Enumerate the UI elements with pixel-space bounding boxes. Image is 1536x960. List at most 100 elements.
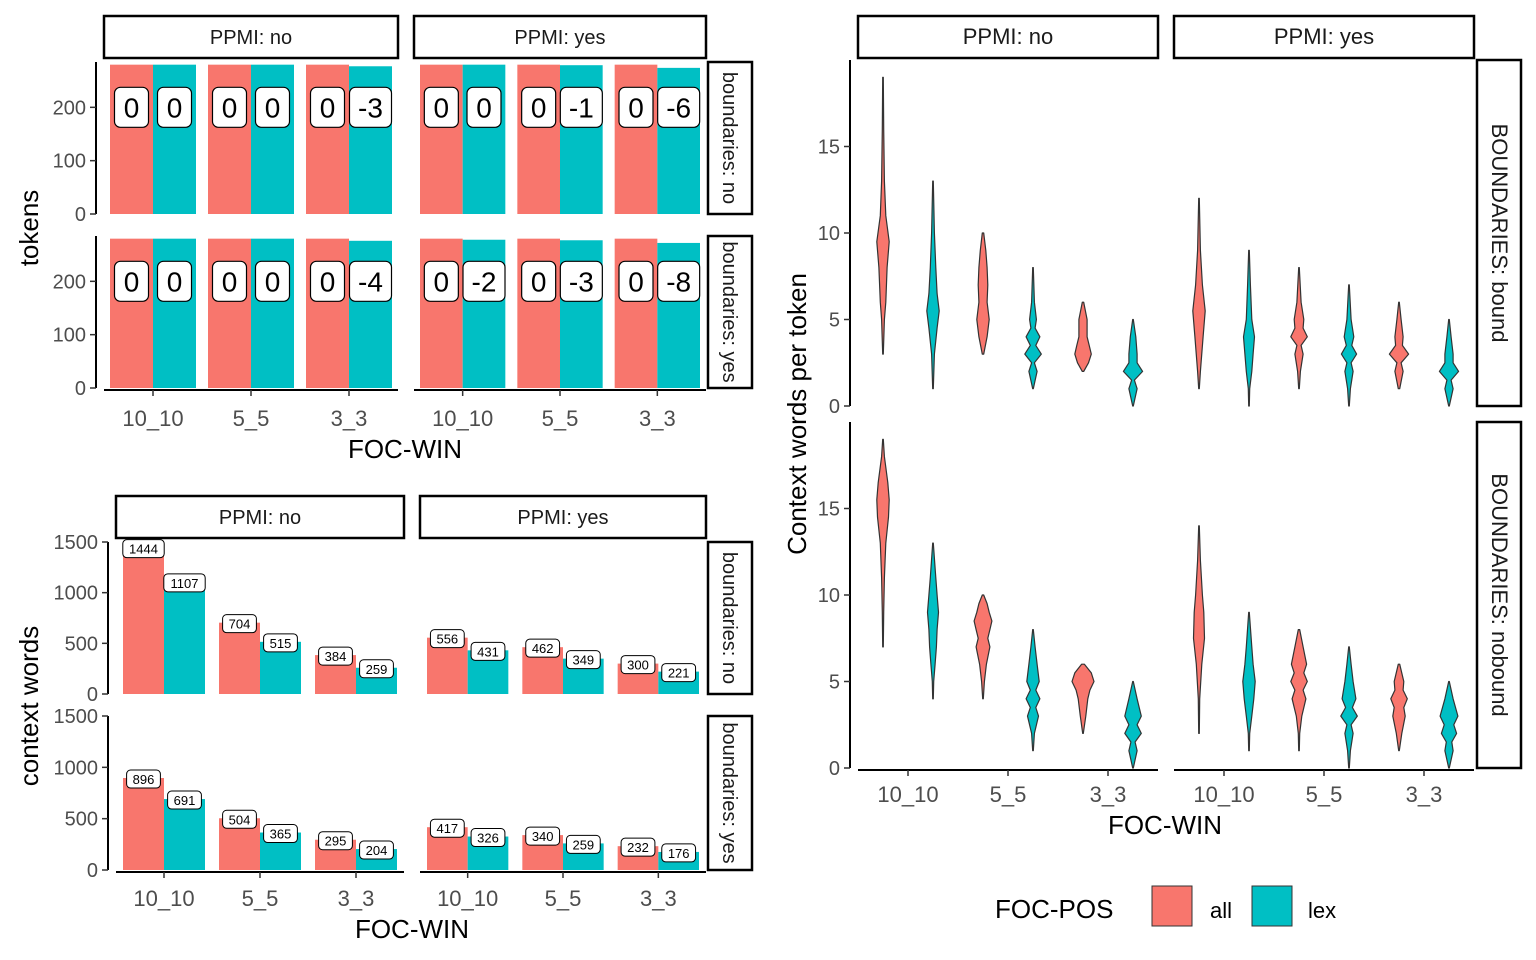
data-label: 0 bbox=[434, 92, 450, 123]
panel-c1-r1 bbox=[876, 76, 1144, 407]
data-label: 259 bbox=[572, 837, 594, 852]
data-label: 176 bbox=[668, 846, 690, 861]
strip-row-2 bbox=[706, 714, 754, 872]
y-tick-label: 0 bbox=[75, 204, 86, 226]
data-label: 0 bbox=[124, 266, 140, 297]
y-tick-label: 100 bbox=[53, 325, 86, 347]
data-label-box bbox=[620, 655, 656, 675]
data-label: 515 bbox=[270, 636, 292, 651]
legend-label-lex: lex bbox=[1308, 898, 1336, 923]
data-label-box bbox=[263, 824, 298, 844]
data-label: 204 bbox=[366, 843, 388, 858]
strip-row-label-group-1: boundaries: no bbox=[718, 72, 740, 204]
violin-lex bbox=[1242, 611, 1256, 752]
panel-c2-r1: 556 431 462 349 300 221 bbox=[427, 629, 699, 694]
x-tick-label: 10_10 bbox=[1193, 782, 1254, 807]
legend: FOC-POS all lex bbox=[995, 885, 1336, 927]
data-label: 0 bbox=[124, 92, 140, 123]
data-label-box bbox=[429, 818, 465, 838]
violin-lex bbox=[1439, 680, 1459, 769]
violin-all bbox=[876, 76, 890, 355]
strip-col-1 bbox=[856, 14, 1160, 60]
violin-lex bbox=[1124, 680, 1142, 769]
y-tick-label: 15 bbox=[818, 499, 840, 521]
data-label-box bbox=[618, 86, 654, 128]
data-label: 232 bbox=[627, 840, 649, 855]
data-label: 326 bbox=[477, 831, 499, 846]
x-tick-label: 10_10 bbox=[437, 886, 498, 911]
data-label: 300 bbox=[627, 658, 649, 673]
panel-c1-r1: 1444 1107 704 515 384 259 bbox=[122, 539, 397, 694]
y-tick-label: 500 bbox=[65, 809, 98, 831]
strip-row-label-1: boundaries: no bbox=[718, 552, 740, 684]
strip-col-1 bbox=[102, 14, 400, 60]
data-label: 259 bbox=[366, 662, 388, 677]
data-label-box bbox=[211, 260, 248, 302]
data-label-box bbox=[156, 86, 193, 128]
data-label-box bbox=[359, 659, 394, 679]
data-label-box bbox=[113, 86, 150, 128]
strip-row-label-2: boundaries: yes bbox=[718, 722, 740, 863]
strip-col-label-2: PPMI: yes bbox=[514, 27, 605, 49]
data-label-box bbox=[254, 260, 291, 302]
strip-col-label-2: PPMI: yes bbox=[1274, 24, 1374, 49]
legend-title: FOC-POS bbox=[995, 894, 1113, 924]
strip-row-2 bbox=[1475, 420, 1523, 770]
data-label: 462 bbox=[532, 641, 554, 656]
legend-key-all bbox=[1151, 885, 1193, 927]
y-tick-label: 15 bbox=[818, 137, 840, 159]
data-label: 417 bbox=[436, 821, 458, 836]
violin-all bbox=[1074, 301, 1092, 372]
data-label: 340 bbox=[532, 829, 554, 844]
y-tick-label: 10 bbox=[818, 585, 840, 607]
y-tick-label: 100 bbox=[53, 151, 86, 173]
y-tick-label: 0 bbox=[829, 396, 840, 418]
x-tick-label: 3_3 bbox=[639, 406, 676, 431]
strip-row-2 bbox=[706, 234, 754, 390]
data-label-box bbox=[263, 633, 298, 653]
violin-lex bbox=[1025, 629, 1041, 752]
strip-row-label-group-1: boundaries: no bbox=[718, 552, 740, 684]
data-label-box bbox=[222, 614, 257, 634]
violin-lex bbox=[1438, 318, 1460, 407]
data-label-box bbox=[618, 260, 654, 302]
y-tick-label: 0 bbox=[75, 378, 86, 400]
data-label-box bbox=[661, 843, 697, 863]
data-label: 0 bbox=[167, 92, 183, 123]
bar-lex bbox=[164, 799, 205, 870]
chart1-xlabel: FOC-WIN bbox=[348, 434, 462, 464]
chart1-ylabel: tokens bbox=[14, 190, 44, 267]
data-label-box bbox=[470, 641, 506, 661]
strip-row-label-group-2: boundaries: yes bbox=[718, 722, 740, 863]
y-tick-label: 0 bbox=[829, 758, 840, 780]
x-tick-label: 5_5 bbox=[1306, 782, 1343, 807]
bar-lex bbox=[164, 581, 205, 694]
strip-row-1 bbox=[1475, 58, 1523, 408]
data-label-box bbox=[167, 790, 202, 810]
strip-row-label-1: BOUNDARIES: bound bbox=[1487, 124, 1512, 343]
violin-lex bbox=[1242, 249, 1256, 407]
data-label-box bbox=[156, 260, 193, 302]
data-label: 0 bbox=[222, 266, 238, 297]
data-label-box bbox=[113, 260, 150, 302]
bar-all bbox=[123, 778, 164, 870]
data-label-box bbox=[521, 260, 557, 302]
data-label-box bbox=[525, 826, 561, 846]
data-label: 365 bbox=[270, 827, 292, 842]
strip-row-label-group-2: boundaries: yes bbox=[718, 241, 740, 382]
strip-col-label-1: PPMI: no bbox=[210, 27, 292, 49]
data-label-box bbox=[309, 260, 346, 302]
data-label: -1 bbox=[569, 92, 594, 123]
data-label: 0 bbox=[531, 92, 547, 123]
data-label-box bbox=[657, 86, 701, 128]
data-label-box bbox=[126, 769, 161, 789]
strip-row-label-group-1: BOUNDARIES: bound bbox=[1487, 124, 1512, 343]
data-label: 0 bbox=[320, 92, 336, 123]
chart2-xlabel: FOC-WIN bbox=[355, 914, 469, 944]
strip-col-2 bbox=[418, 494, 708, 540]
x-tick-label: 3_3 bbox=[640, 886, 677, 911]
y-tick-label: 1500 bbox=[54, 532, 99, 554]
data-label: 295 bbox=[325, 834, 347, 849]
data-label-box bbox=[423, 86, 459, 128]
strip-col-2 bbox=[412, 14, 708, 60]
